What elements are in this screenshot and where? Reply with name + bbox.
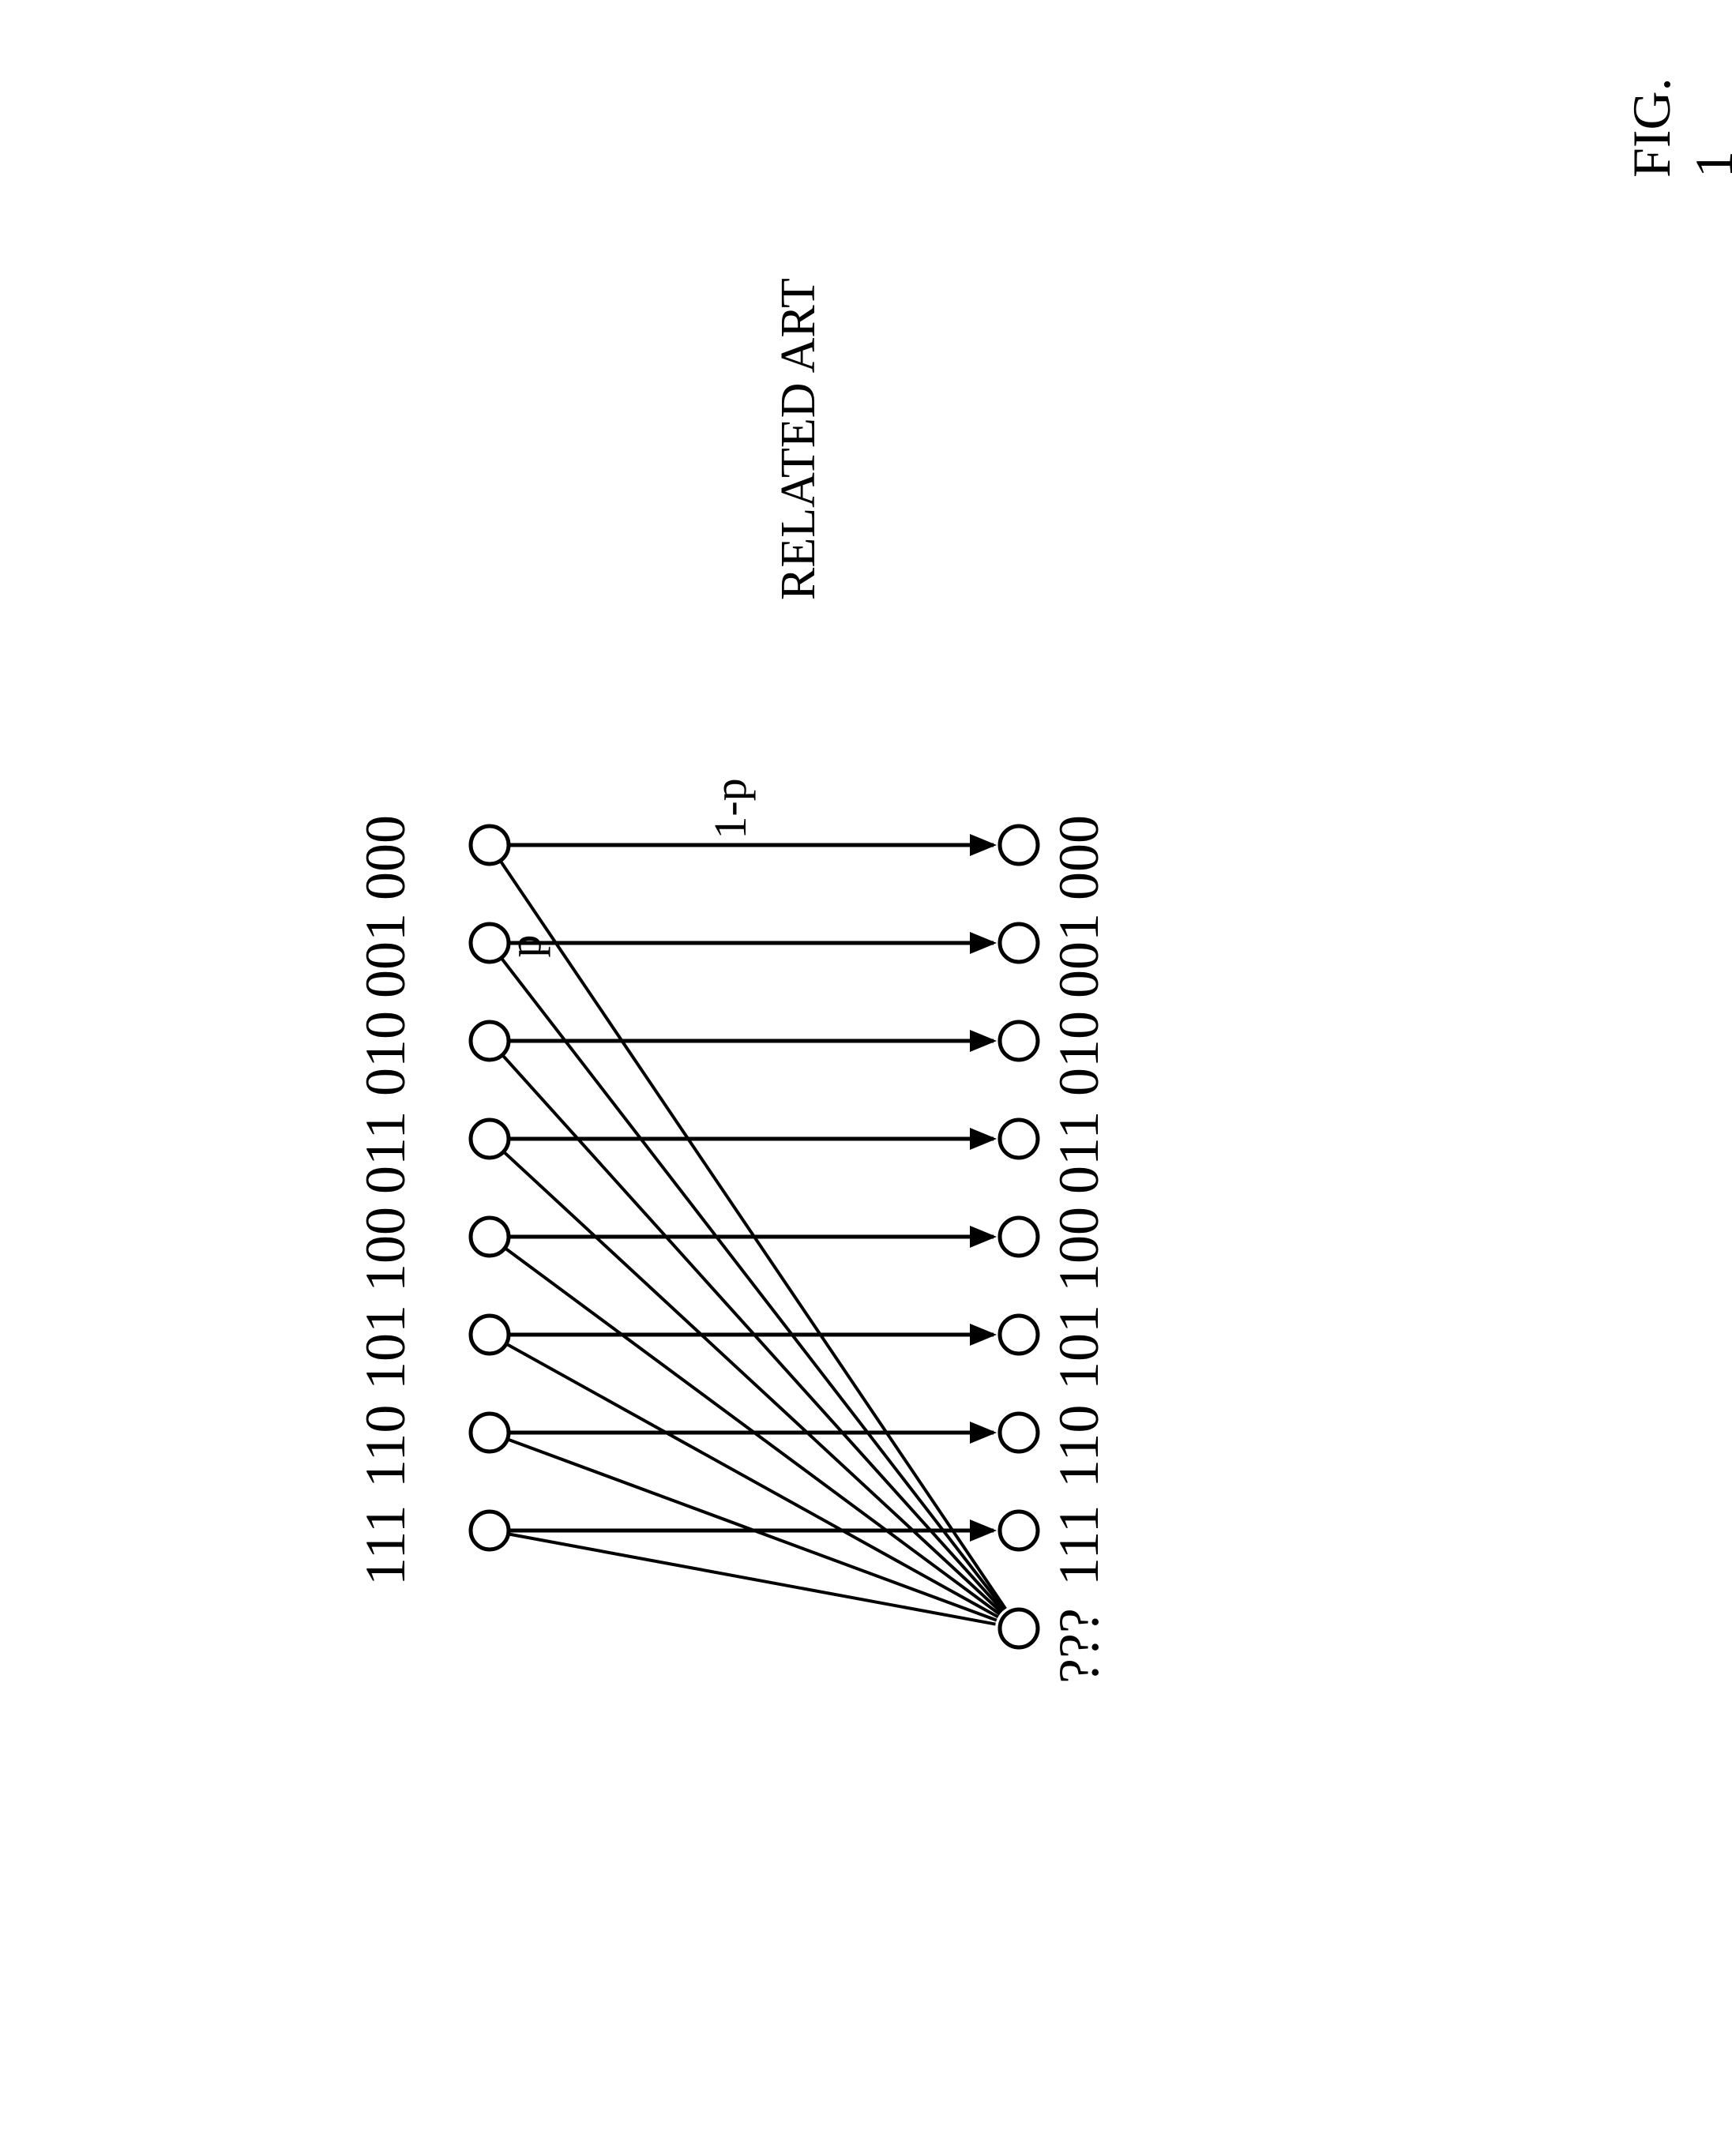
output-node-1 [1000, 924, 1038, 962]
input-label-3: 011 [354, 1111, 417, 1194]
output-label-7: 111 [1047, 1504, 1110, 1586]
output-node-2 [1000, 1022, 1038, 1060]
output-label-5: 101 [1047, 1305, 1110, 1390]
edge-erase-7 [509, 1534, 996, 1624]
output-node-0 [1000, 826, 1038, 864]
edge-erase-1 [502, 958, 1005, 1609]
input-label-6: 110 [354, 1405, 417, 1488]
edge-erase-5 [506, 1344, 998, 1617]
output-label-4: 100 [1047, 1207, 1110, 1292]
label-one-minus-p: 1-p [704, 778, 756, 839]
labels-group: 000 001 010 011 100 101 110 111 000 001 010 011 100 1… [354, 778, 1110, 1684]
output-label-3: 011 [1047, 1111, 1110, 1194]
erasure-node [1000, 1609, 1038, 1647]
edge-erase-3 [504, 1151, 1001, 1612]
input-label-5: 101 [354, 1305, 417, 1390]
input-node-3 [471, 1120, 509, 1158]
input-node-5 [471, 1316, 509, 1354]
output-node-4 [1000, 1218, 1038, 1256]
label-p: p [499, 935, 550, 958]
output-label-8: ??? [1047, 1608, 1110, 1684]
input-node-2 [471, 1022, 509, 1060]
output-node-5 [1000, 1316, 1038, 1354]
input-label-0: 000 [354, 815, 417, 900]
input-label-1: 001 [354, 913, 417, 998]
output-label-1: 001 [1047, 913, 1110, 998]
output-node-7 [1000, 1512, 1038, 1549]
input-label-7: 111 [354, 1504, 417, 1586]
output-label-2: 010 [1047, 1011, 1110, 1096]
output-node-3 [1000, 1120, 1038, 1158]
output-label-6: 110 [1047, 1405, 1110, 1488]
erasure-channel-diagram: 000 001 010 011 100 101 110 111 000 001 010 011 100 1… [0, 0, 1732, 2156]
output-node-6 [1000, 1414, 1038, 1452]
output-label-0: 000 [1047, 815, 1110, 900]
input-node-4 [471, 1218, 509, 1256]
edges-group [500, 845, 1005, 1625]
input-node-7 [471, 1512, 509, 1549]
input-label-2: 010 [354, 1011, 417, 1096]
page: RELATED ART FIG. 1 000001010011100101110… [0, 0, 1732, 2156]
input-node-6 [471, 1414, 509, 1452]
input-label-4: 100 [354, 1207, 417, 1292]
input-node-0 [471, 826, 509, 864]
